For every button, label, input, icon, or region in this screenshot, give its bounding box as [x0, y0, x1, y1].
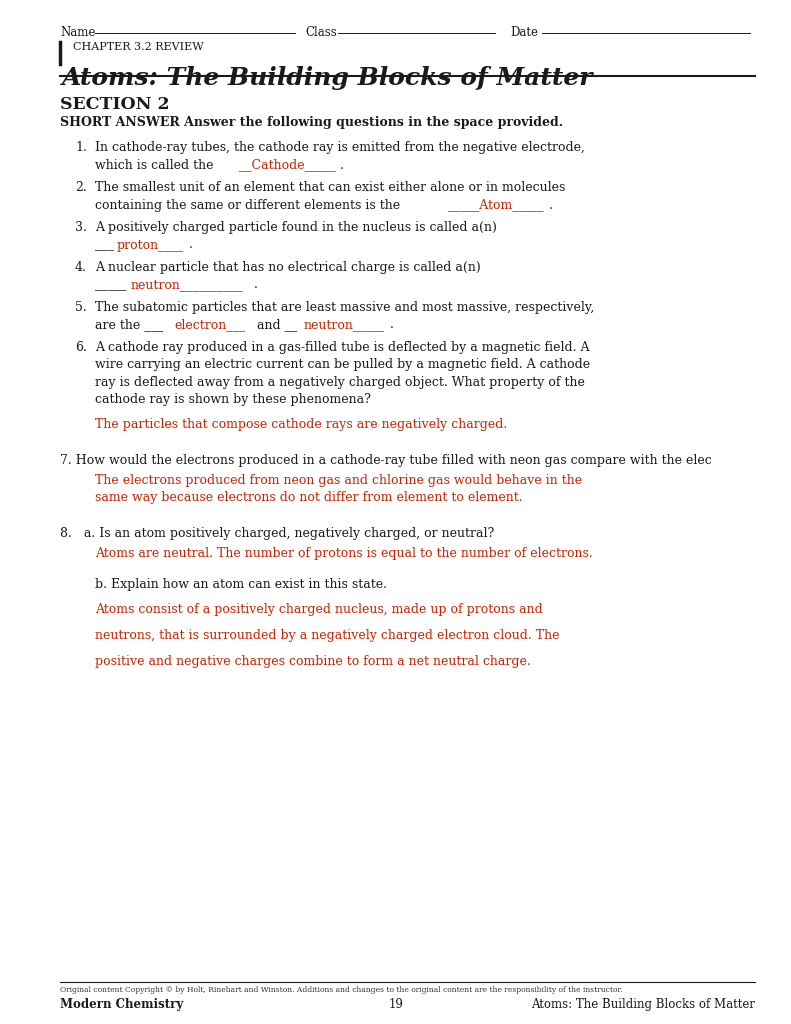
Text: positive and negative charges combine to form a net neutral charge.: positive and negative charges combine to…: [95, 655, 531, 669]
Text: and __: and __: [253, 318, 297, 332]
Text: Atoms consist of a positively charged nucleus, made up of protons and: Atoms consist of a positively charged nu…: [95, 603, 543, 615]
Text: The smallest unit of an element that can exist either alone or in molecules: The smallest unit of an element that can…: [95, 181, 566, 194]
Text: 6.: 6.: [75, 341, 87, 354]
Text: .: .: [188, 239, 192, 252]
Text: ray is deflected away from a negatively charged object. What property of the: ray is deflected away from a negatively …: [95, 376, 585, 389]
Text: CHAPTER 3.2 REVIEW: CHAPTER 3.2 REVIEW: [73, 42, 203, 52]
Text: 19: 19: [388, 998, 403, 1011]
Text: A nuclear particle that has no electrical charge is called a(n): A nuclear particle that has no electrica…: [95, 261, 481, 274]
Text: cathode ray is shown by these phenomena?: cathode ray is shown by these phenomena?: [95, 393, 371, 407]
Text: SHORT ANSWER Answer the following questions in the space provided.: SHORT ANSWER Answer the following questi…: [60, 116, 563, 129]
Text: Name: Name: [60, 26, 96, 39]
Text: ___: ___: [95, 239, 114, 252]
Text: .: .: [549, 199, 552, 212]
Text: neutrons, that is surrounded by a negatively charged electron cloud. The: neutrons, that is surrounded by a negati…: [95, 629, 559, 642]
Text: 2.: 2.: [75, 181, 87, 194]
Text: Atoms are neutral. The number of protons is equal to the number of electrons.: Atoms are neutral. The number of protons…: [95, 547, 592, 560]
Text: _____: _____: [95, 279, 127, 292]
Text: neutron_____: neutron_____: [304, 318, 385, 332]
Text: which is called the: which is called the: [95, 159, 218, 171]
Text: 8.   a. Is an atom positively charged, negatively charged, or neutral?: 8. a. Is an atom positively charged, neg…: [60, 527, 494, 541]
Text: Atoms: The Building Blocks of Matter: Atoms: The Building Blocks of Matter: [531, 998, 755, 1011]
Text: neutron__________: neutron__________: [131, 279, 244, 292]
Text: Modern Chemistry: Modern Chemistry: [60, 998, 184, 1011]
Text: 7. How would the electrons produced in a cathode-ray tube filled with neon gas c: 7. How would the electrons produced in a…: [60, 455, 712, 468]
Text: b. Explain how an atom can exist in this state.: b. Explain how an atom can exist in this…: [95, 579, 387, 591]
Text: electron___: electron___: [174, 318, 245, 332]
Text: 5.: 5.: [75, 301, 87, 314]
Text: A cathode ray produced in a gas-filled tube is deflected by a magnetic field. A: A cathode ray produced in a gas-filled t…: [95, 341, 589, 354]
Text: Class: Class: [305, 26, 337, 39]
Text: 3.: 3.: [75, 221, 87, 234]
Text: .: .: [340, 159, 343, 171]
Text: The particles that compose cathode rays are negatively charged.: The particles that compose cathode rays …: [95, 418, 507, 431]
Text: proton____: proton____: [116, 239, 184, 252]
Text: Atoms: The Building Blocks of Matter: Atoms: The Building Blocks of Matter: [62, 66, 593, 90]
Text: SECTION 2: SECTION 2: [60, 96, 169, 113]
Text: are the ___: are the ___: [95, 318, 163, 332]
Text: 1.: 1.: [75, 141, 87, 154]
Text: same way because electrons do not differ from element to element.: same way because electrons do not differ…: [95, 492, 523, 504]
Text: The subatomic particles that are least massive and most massive, respectively,: The subatomic particles that are least m…: [95, 301, 594, 314]
Text: __Cathode_____: __Cathode_____: [239, 159, 336, 171]
Text: .: .: [253, 279, 257, 292]
Text: .: .: [390, 318, 394, 332]
Text: Original content Copyright © by Holt, Rinehart and Winston. Additions and change: Original content Copyright © by Holt, Ri…: [60, 986, 623, 994]
Text: wire carrying an electric current can be pulled by a magnetic field. A cathode: wire carrying an electric current can be…: [95, 358, 590, 372]
Text: A positively charged particle found in the nucleus is called a(n): A positively charged particle found in t…: [95, 221, 497, 234]
Text: _____Atom_____: _____Atom_____: [448, 199, 543, 212]
Text: 4.: 4.: [75, 261, 87, 274]
Text: Date: Date: [510, 26, 538, 39]
Text: The electrons produced from neon gas and chlorine gas would behave in the: The electrons produced from neon gas and…: [95, 474, 582, 486]
Text: containing the same or different elements is the: containing the same or different element…: [95, 199, 404, 212]
Text: In cathode-ray tubes, the cathode ray is emitted from the negative electrode,: In cathode-ray tubes, the cathode ray is…: [95, 141, 585, 154]
